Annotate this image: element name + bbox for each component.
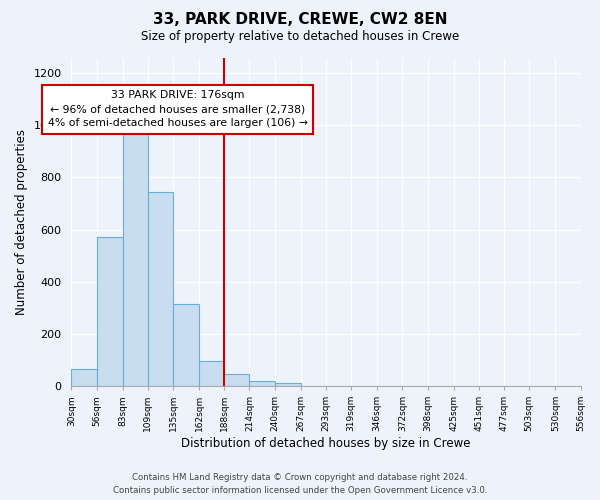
Text: Contains HM Land Registry data © Crown copyright and database right 2024.
Contai: Contains HM Land Registry data © Crown c… (113, 474, 487, 495)
Y-axis label: Number of detached properties: Number of detached properties (15, 129, 28, 315)
Bar (199, 362, 224, 386)
Bar (97, 238, 122, 386)
Bar (224, 374, 250, 386)
Text: Size of property relative to detached houses in Crewe: Size of property relative to detached ho… (141, 30, 459, 43)
Bar (250, 381, 275, 386)
Bar (275, 384, 301, 386)
Bar (71, 369, 97, 386)
Bar (122, 126, 148, 386)
X-axis label: Distribution of detached houses by size in Crewe: Distribution of detached houses by size … (181, 437, 471, 450)
Bar (148, 192, 173, 386)
Text: 33, PARK DRIVE, CREWE, CW2 8EN: 33, PARK DRIVE, CREWE, CW2 8EN (153, 12, 447, 28)
Text: 33 PARK DRIVE: 176sqm
← 96% of detached houses are smaller (2,738)
4% of semi-de: 33 PARK DRIVE: 176sqm ← 96% of detached … (48, 90, 308, 128)
Bar (173, 304, 199, 386)
